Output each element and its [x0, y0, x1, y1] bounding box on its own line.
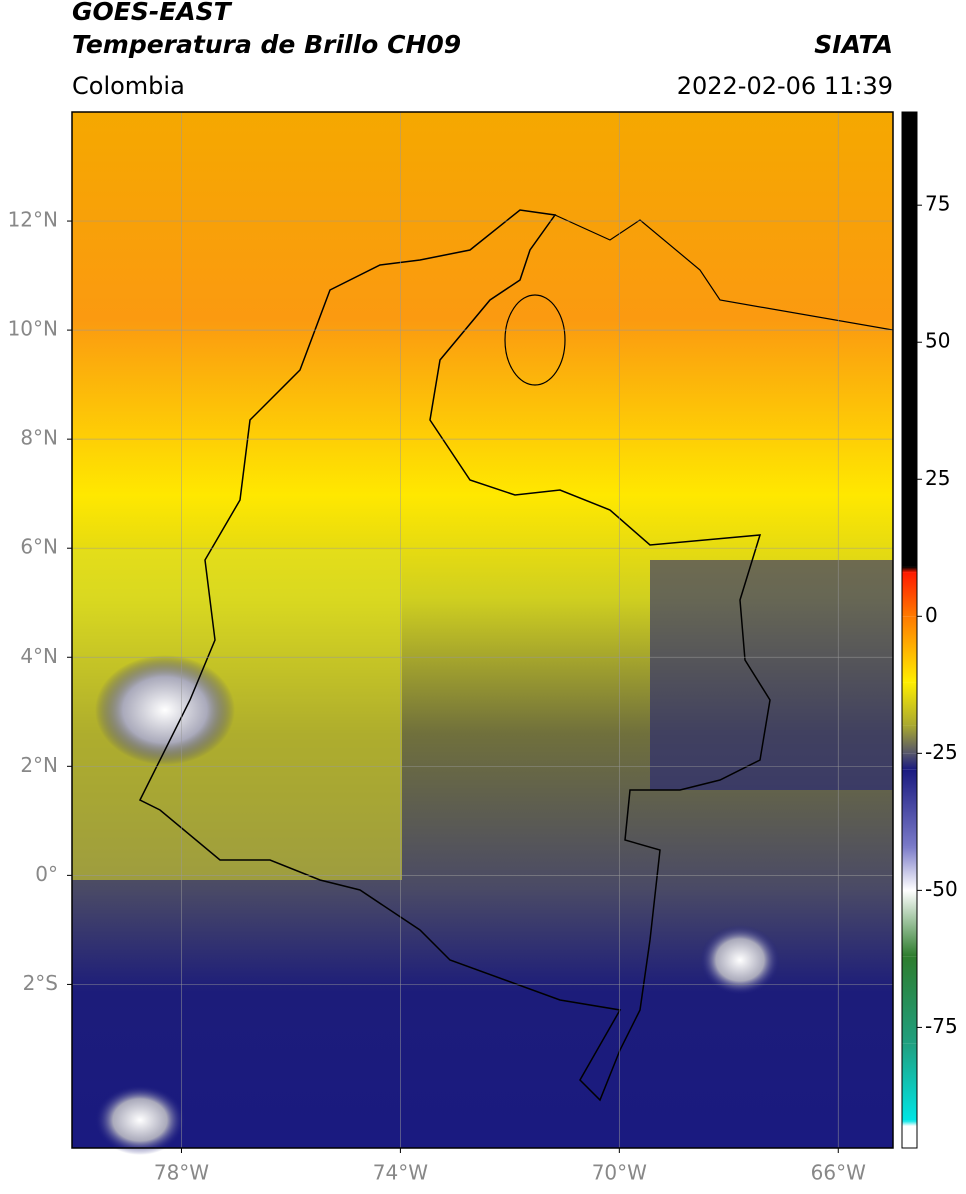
- coastline: [554, 214, 894, 331]
- colorbar-tick-label: 50: [925, 329, 950, 353]
- colorbar-tick-label: 0: [925, 603, 938, 627]
- y-tick-label: 2°N: [20, 753, 58, 777]
- y-tick-label: 8°N: [20, 426, 58, 450]
- colorbar-tick-label: 25: [925, 466, 950, 490]
- colorbar-tick-label: -75: [925, 1014, 958, 1038]
- colorbar-segment: [902, 769, 917, 847]
- colorbar-segment: [902, 753, 917, 770]
- colorbar-segment: [902, 572, 917, 617]
- map-frame: [71, 111, 894, 1149]
- map: [72, 112, 894, 1155]
- datetime: 2022-02-06 11:39: [677, 72, 893, 100]
- colorbar-segment: [902, 616, 917, 683]
- country-border: [138, 209, 771, 1102]
- x-tick-label: 66°W: [811, 1161, 866, 1185]
- colorbar-segment: [902, 725, 917, 754]
- y-tick-label: 6°N: [20, 535, 58, 559]
- colorbar-segment: [902, 1126, 917, 1148]
- region: Colombia: [72, 72, 185, 100]
- subtitle: Temperatura de Brillo CH09: [72, 30, 461, 59]
- colorbar-segment: [902, 1043, 917, 1121]
- y-tick-label: 4°N: [20, 644, 58, 668]
- x-tick-label: 70°W: [592, 1161, 647, 1185]
- y-tick-label: 0°: [35, 862, 58, 886]
- y-tick-label: 2°S: [23, 971, 58, 995]
- colorbar-segment: [902, 890, 917, 957]
- colorbar-segment: [902, 846, 917, 891]
- lake: [504, 294, 566, 386]
- colorbar-tick-label: -50: [925, 877, 958, 901]
- title: GOES-EAST: [72, 0, 233, 26]
- colorbar-tick-label: -25: [925, 740, 958, 764]
- cloud: [95, 1085, 185, 1155]
- map-field: [650, 560, 893, 790]
- colorbar-segment: [902, 682, 917, 726]
- x-tick-label: 74°W: [373, 1161, 428, 1185]
- cloud: [700, 925, 780, 995]
- cloud: [95, 655, 235, 765]
- colorbar-segment: [902, 566, 917, 573]
- colorbar-segment: [902, 112, 917, 567]
- source: SIATA: [814, 30, 893, 59]
- colorbar-segment: [902, 956, 917, 1044]
- y-tick-label: 10°N: [8, 317, 58, 341]
- colorbar-segment: [902, 1120, 917, 1127]
- colorbar-frame: [901, 111, 918, 1149]
- colorbar-tick-label: 75: [925, 192, 950, 216]
- y-tick-label: 12°N: [8, 208, 58, 232]
- x-tick-label: 78°W: [154, 1161, 209, 1185]
